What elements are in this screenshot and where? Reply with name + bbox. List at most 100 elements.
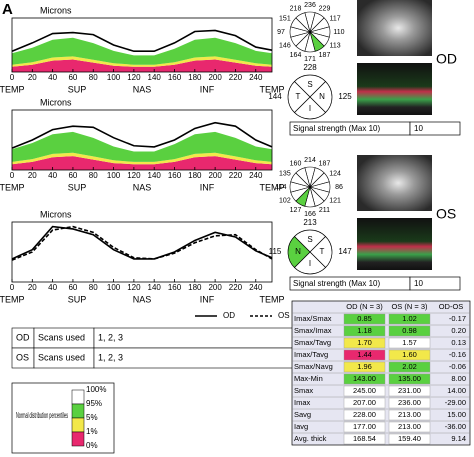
clock-value: 166: [304, 211, 316, 218]
clock-value: 214: [304, 157, 316, 164]
signal-label: Signal strength (Max 10): [293, 124, 380, 133]
clock-value: 121: [329, 197, 341, 204]
x-tick-label: 180: [188, 283, 202, 292]
clock-value: 229: [319, 5, 331, 12]
signal-value: 10: [414, 279, 423, 288]
value-cell: [388, 313, 431, 325]
cell-diff: 0.20: [451, 326, 466, 335]
quadrant-value: 125: [338, 92, 352, 101]
clock-value: 86: [335, 184, 343, 191]
clock-value: 211: [319, 207, 330, 214]
x-tick-label: 240: [249, 283, 263, 292]
cell-value: 0.98: [402, 326, 417, 335]
x-tick-label: 20: [28, 171, 37, 180]
clock-value: 146: [279, 42, 291, 49]
x-tick-label: 120: [127, 171, 141, 180]
x-tick-label: 60: [68, 73, 77, 82]
legend-color: [71, 389, 85, 405]
value-cell: [388, 433, 431, 445]
cell-value: 245.00: [353, 386, 376, 395]
quadrant-value: 213: [303, 218, 317, 227]
x-tick-label: 220: [229, 283, 243, 292]
cell-value: 168.54: [353, 434, 376, 443]
value-cell: [343, 397, 386, 409]
clock-value: 151: [279, 15, 291, 22]
scan-text: OS: [16, 352, 29, 362]
x-tick-label: 100: [107, 171, 121, 180]
cell-value: 135.00: [398, 374, 421, 383]
chart-title: Microns: [40, 209, 72, 219]
cell-value: 1.18: [357, 326, 372, 335]
quadrant-sector: [293, 229, 327, 253]
normative-band: [12, 37, 272, 65]
quadrant-letter: N: [295, 247, 301, 256]
value-cell: [388, 349, 431, 361]
value-cell: [343, 313, 386, 325]
clock-value: 187: [319, 160, 331, 167]
cell-value: 0.85: [357, 314, 372, 323]
quadrant-value: 228: [303, 63, 317, 72]
quadrant-value: 147: [338, 247, 352, 256]
cell-diff: 8.00: [451, 374, 466, 383]
quadrant-sector: [293, 74, 327, 98]
x-tick-label: 0: [10, 73, 15, 82]
sector-label: TEMP: [0, 294, 25, 304]
cell-value: 177.00: [353, 422, 376, 431]
x-tick-label: 140: [148, 283, 162, 292]
scan-text: Scans used: [38, 332, 85, 342]
cell-value: 231.00: [398, 386, 421, 395]
clock-value: 171: [304, 56, 316, 63]
cell-diff: 14.00: [447, 386, 466, 395]
clock-value: 97: [277, 29, 285, 36]
x-tick-label: 40: [48, 73, 57, 82]
x-tick-label: 80: [89, 171, 98, 180]
cell-value: 143.00: [353, 374, 376, 383]
value-cell: [343, 361, 386, 373]
cell-value: 1.44: [357, 350, 372, 359]
quadrant-value: 144: [268, 92, 282, 101]
clock-value: 236: [304, 2, 316, 9]
sector-label: SUP: [68, 294, 87, 304]
quadrant-letter: I: [309, 104, 311, 113]
x-tick-label: 140: [148, 171, 162, 180]
value-cell: [343, 409, 386, 421]
legend-color: [71, 403, 85, 419]
quadrant-letter: S: [307, 80, 312, 89]
cell-diff: -0.16: [449, 350, 466, 359]
quadrant-sector: [309, 80, 333, 114]
x-tick-label: 40: [48, 283, 57, 292]
legend-title: Normal distribution percentiles: [16, 411, 68, 420]
value-cell: [388, 409, 431, 421]
x-tick-label: 200: [208, 73, 222, 82]
clock-value: 187: [319, 52, 331, 59]
x-tick-label: 20: [28, 283, 37, 292]
x-tick-label: 200: [208, 171, 222, 180]
quadrant-letter: I: [309, 259, 311, 268]
row-label: Imax/Tavg: [294, 350, 328, 359]
x-tick-label: 80: [89, 73, 98, 82]
row-label: Smax: [294, 386, 313, 395]
normative-band: [12, 59, 272, 72]
value-cell: [388, 361, 431, 373]
cell-diff: -0.06: [449, 362, 466, 371]
signal-value: 10: [414, 124, 423, 133]
row-label: Smax/Navg: [294, 362, 333, 371]
cell-value: 228.00: [353, 410, 376, 419]
cell-value: 213.00: [398, 410, 421, 419]
legend-level: 0%: [86, 441, 98, 450]
cell-diff: -0.17: [449, 314, 466, 323]
sector-label: TEMP: [259, 182, 284, 192]
x-tick-label: 180: [188, 73, 202, 82]
eye-label: OD: [436, 51, 457, 67]
signal-label: Signal strength (Max 10): [293, 279, 380, 288]
cell-value: 159.40: [398, 434, 421, 443]
chart-title: Microns: [40, 5, 72, 15]
x-tick-label: 220: [229, 73, 243, 82]
thickness-line: [11, 29, 273, 53]
cell-value: 1.60: [402, 350, 417, 359]
sector-label: INF: [200, 84, 215, 94]
legend-level: 95%: [86, 399, 102, 408]
panel-label: A: [2, 1, 13, 18]
quadrant-sector: [287, 235, 311, 269]
